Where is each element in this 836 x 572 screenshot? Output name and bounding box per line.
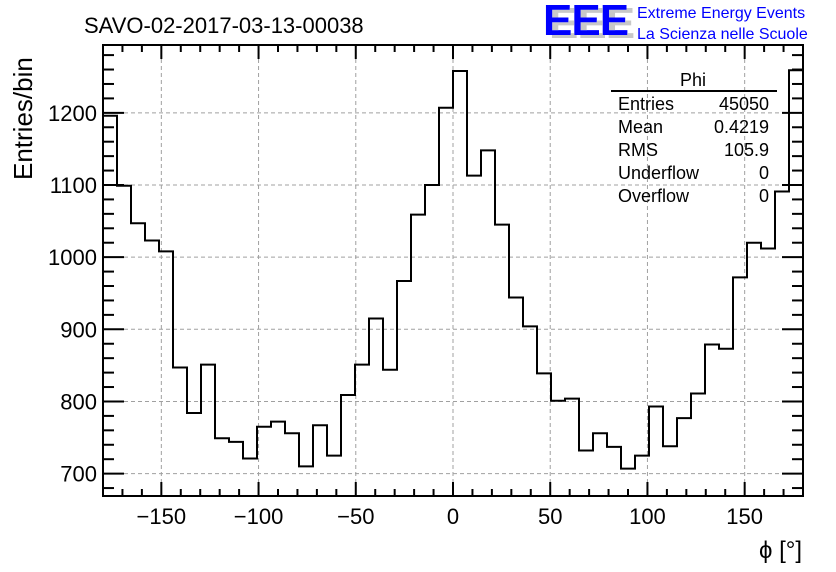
histogram-bin bbox=[369, 318, 383, 496]
y-tick-label: 1000 bbox=[48, 245, 97, 270]
y-axis-label: Entries/bin bbox=[8, 57, 38, 180]
histogram-bin bbox=[691, 394, 705, 496]
histogram-bin bbox=[551, 401, 565, 496]
x-tick-label: −150 bbox=[137, 504, 187, 529]
logo-line2: La Scienza nelle Scuole bbox=[637, 26, 808, 43]
histogram-bin bbox=[481, 150, 495, 496]
y-tick-label: 900 bbox=[60, 317, 97, 342]
histogram-bin bbox=[131, 223, 145, 496]
grid-lines bbox=[103, 45, 803, 496]
x-tick-label: −100 bbox=[234, 504, 284, 529]
histogram-bin bbox=[565, 399, 579, 496]
stats-value: 0 bbox=[759, 163, 769, 183]
histogram-bin bbox=[677, 418, 691, 496]
histogram-bin bbox=[313, 425, 327, 496]
eee-logo: EEE Extreme Energy Events La Scienza nel… bbox=[543, 0, 808, 45]
histogram-bin bbox=[425, 185, 439, 496]
histogram-bin bbox=[649, 407, 663, 496]
plot-frame bbox=[102, 44, 804, 497]
histogram-bin bbox=[145, 241, 159, 496]
stats-label: Mean bbox=[618, 117, 663, 137]
histogram-line bbox=[102, 69, 803, 496]
histogram-bin bbox=[607, 447, 621, 496]
y-tick-label: 800 bbox=[60, 389, 97, 414]
logo-text: EEE bbox=[543, 0, 628, 45]
x-tick-label: 50 bbox=[538, 504, 562, 529]
x-tick-label: 100 bbox=[629, 504, 666, 529]
histogram-bin bbox=[229, 442, 243, 496]
histogram-bin bbox=[215, 438, 229, 496]
stats-label: RMS bbox=[618, 140, 658, 160]
histogram-bin bbox=[789, 70, 803, 496]
histogram-bin bbox=[733, 277, 747, 496]
stats-value: 0.4219 bbox=[714, 117, 769, 137]
x-tick-label: −50 bbox=[337, 504, 374, 529]
stats-label: Underflow bbox=[618, 163, 700, 183]
stats-label: Entries bbox=[618, 94, 674, 114]
histogram-bin bbox=[327, 456, 341, 496]
histogram-bin bbox=[523, 326, 537, 496]
histogram-bin bbox=[173, 368, 187, 496]
histogram-bin bbox=[775, 191, 789, 496]
histogram-bin bbox=[509, 298, 523, 496]
histogram-bin bbox=[593, 433, 607, 496]
x-axis-label: ϕ [°] bbox=[759, 537, 802, 564]
stats-value: 105.9 bbox=[724, 140, 769, 160]
histogram-bin bbox=[467, 176, 481, 496]
histogram-bin bbox=[103, 116, 117, 496]
histogram-bin bbox=[439, 108, 453, 496]
histogram-bin bbox=[299, 466, 313, 496]
histogram-bin bbox=[761, 248, 775, 496]
histogram-bin bbox=[201, 365, 215, 496]
axis-ticks bbox=[103, 45, 803, 496]
histogram-bin bbox=[397, 281, 411, 496]
y-tick-label: 1200 bbox=[48, 101, 97, 126]
histogram-bin bbox=[285, 433, 299, 496]
chart-title: SAVO-02-2017-03-13-00038 bbox=[84, 13, 364, 38]
x-tick-label: 0 bbox=[447, 504, 459, 529]
histogram-bin bbox=[117, 186, 131, 496]
stats-label: Overflow bbox=[618, 186, 690, 206]
y-tick-label: 1100 bbox=[50, 173, 97, 198]
stats-value: 45050 bbox=[719, 94, 769, 114]
histogram-bin bbox=[271, 422, 285, 496]
histogram-bin bbox=[747, 243, 761, 496]
histogram-bin bbox=[341, 395, 355, 496]
histogram-bin bbox=[537, 373, 551, 496]
histogram-bin bbox=[495, 225, 509, 496]
logo-line1: Extreme Energy Events bbox=[637, 5, 805, 22]
stats-box: Phi Entries 45050 Mean 0.4219 RMS 105.9 Underf… bbox=[611, 70, 777, 206]
x-tick-label: 150 bbox=[726, 504, 763, 529]
histogram-bin bbox=[453, 71, 467, 496]
histogram-bin bbox=[243, 458, 257, 496]
histogram-bin bbox=[663, 446, 677, 496]
histogram-bin bbox=[187, 413, 201, 496]
tick-labels: −150 −100 −50 0 50 100 150 700 800 900 1000 1100 120… bbox=[48, 101, 763, 529]
stats-title: Phi bbox=[680, 70, 706, 90]
histogram-bin bbox=[383, 370, 397, 496]
stats-value: 0 bbox=[759, 186, 769, 206]
histogram-bin bbox=[355, 365, 369, 496]
y-tick-label: 700 bbox=[60, 462, 97, 487]
